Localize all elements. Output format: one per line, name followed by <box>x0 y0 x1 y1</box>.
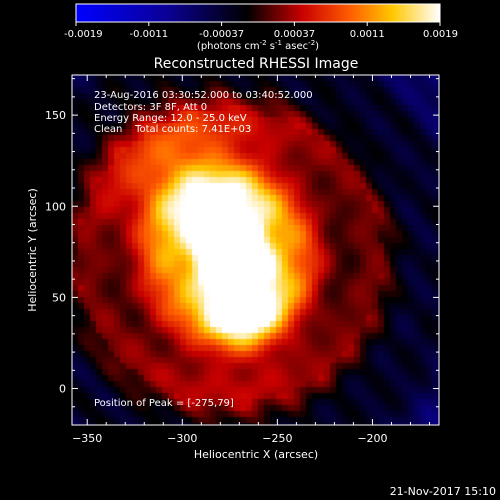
rhessi-image-canvas <box>0 0 500 500</box>
